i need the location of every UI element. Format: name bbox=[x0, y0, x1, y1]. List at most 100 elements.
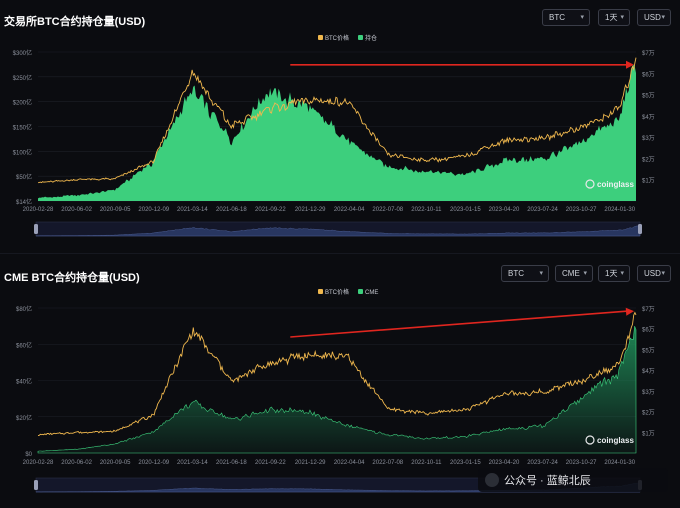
y-right-tick-label: $2万 bbox=[642, 410, 655, 417]
x-tick-label: 2022-10-11 bbox=[411, 207, 442, 213]
interval-select[interactable]: 1天 ▾ bbox=[598, 9, 630, 26]
legend-swatch bbox=[358, 35, 363, 40]
y-left-tick-label: $80亿 bbox=[16, 305, 32, 313]
y-right-tick-label: $7万 bbox=[642, 50, 655, 57]
x-tick-label: 2021-09-22 bbox=[255, 207, 286, 213]
legend-swatch bbox=[318, 35, 323, 40]
y-left-tick-label: $100亿 bbox=[13, 148, 32, 156]
x-tick-label: 2023-01-15 bbox=[450, 207, 481, 213]
x-tick-label: 2020-09-05 bbox=[100, 207, 131, 213]
legend-swatch bbox=[358, 289, 363, 294]
x-tick-label: 2021-12-29 bbox=[295, 460, 326, 466]
x-tick-label: 2021-06-18 bbox=[216, 460, 247, 466]
cme-oi-chart[interactable]: $0 $20亿 $40亿 $60亿 $80亿 $1万 $2万 $3万 $4万 $5万 $6万 $7万 2… bbox=[0, 256, 680, 508]
y-left-tick-label: $0 bbox=[25, 452, 32, 458]
y-right-tick-label: $6万 bbox=[642, 327, 655, 334]
chevron-down-icon: ▾ bbox=[539, 270, 543, 277]
y-right-tick-label: $2万 bbox=[642, 156, 655, 163]
currency-select[interactable]: USD ▾ bbox=[637, 9, 671, 26]
btc-price-line bbox=[37, 57, 637, 184]
x-tick-label: 2020-02-28 bbox=[23, 207, 54, 213]
x-tick-label: 2023-10-27 bbox=[566, 207, 597, 213]
y-right-tick-label: $4万 bbox=[642, 368, 655, 375]
wechat-icon bbox=[485, 473, 499, 487]
y-left-tick-label: $40亿 bbox=[16, 378, 32, 386]
x-tick-label: 2022-10-11 bbox=[411, 460, 442, 466]
chevron-down-icon: ▾ bbox=[620, 14, 624, 21]
watermark-text: coinglass bbox=[597, 436, 634, 445]
navigator-series bbox=[35, 225, 641, 237]
chevron-down-icon: ▾ bbox=[661, 14, 665, 21]
coin-select[interactable]: BTC ▾ bbox=[542, 9, 590, 26]
x-tick-label: 2024-01-30 bbox=[604, 460, 635, 466]
navigator-handle-left bbox=[34, 480, 38, 490]
trend-arrow-line bbox=[290, 310, 629, 338]
x-tick-label: 2021-12-29 bbox=[295, 207, 326, 213]
btc-price-line bbox=[37, 311, 637, 436]
y-left-tick-label: $150亿 bbox=[13, 124, 32, 132]
x-tick-label: 2021-09-22 bbox=[255, 460, 286, 466]
watermark-text: coinglass bbox=[597, 180, 634, 189]
x-tick-label: 2023-01-15 bbox=[450, 460, 481, 466]
coin-select[interactable]: BTC ▾ bbox=[501, 265, 549, 282]
coin-select-value: BTC bbox=[508, 269, 524, 278]
exchange-oi-panel: 交易所BTC合约持仓量(USD) BTC ▾ 1天 ▾ USD ▾ $14亿 $5… bbox=[0, 0, 680, 252]
footer-watermark-bg bbox=[478, 468, 668, 492]
exchange-select[interactable]: CME ▾ bbox=[555, 265, 593, 282]
oi-area bbox=[38, 64, 636, 201]
x-tick-label: 2020-09-05 bbox=[100, 460, 131, 466]
navigator-handle-left bbox=[34, 224, 38, 234]
legend-label: BTC价格 bbox=[325, 34, 349, 42]
x-tick-label: 2024-01-30 bbox=[604, 207, 635, 213]
currency-select-value: USD bbox=[644, 269, 661, 278]
y-left-tick-label: $200亿 bbox=[13, 99, 32, 107]
y-left-tick-label: $14亿 bbox=[16, 198, 32, 206]
x-tick-label: 2022-07-08 bbox=[372, 207, 403, 213]
oi-area bbox=[37, 325, 637, 454]
coinglass-logo-icon bbox=[585, 179, 595, 189]
x-tick-label: 2022-07-08 bbox=[372, 460, 403, 466]
cme-oi-panel: CME BTC合约持仓量(USD) BTC ▾ CME ▾ 1天 ▾ USD ▾… bbox=[0, 256, 680, 508]
y-right-tick-label: $3万 bbox=[642, 135, 655, 142]
footer-watermark-text: 公众号 · 蓝鲸北辰 bbox=[504, 473, 591, 487]
interval-select[interactable]: 1天 ▾ bbox=[598, 265, 630, 282]
y-right-tick-label: $4万 bbox=[642, 114, 655, 121]
y-right-tick-label: $1万 bbox=[642, 178, 655, 185]
x-tick-label: 2023-07-24 bbox=[527, 207, 558, 213]
x-tick-label: 2020-12-09 bbox=[138, 207, 169, 213]
x-tick-label: 2020-06-02 bbox=[61, 460, 92, 466]
exchange-oi-chart[interactable]: $14亿 $50亿 $100亿 $150亿 $200亿 $250亿 $300亿 $1万 $2万 $… bbox=[0, 0, 680, 252]
x-tick-label: 2021-03-14 bbox=[177, 207, 208, 213]
x-tick-label: 2021-06-18 bbox=[216, 207, 247, 213]
navigator-handle-right bbox=[638, 224, 642, 234]
panel-title: CME BTC合约持仓量(USD) bbox=[4, 272, 140, 284]
coin-select-value: BTC bbox=[549, 13, 565, 22]
y-right-tick-label: $7万 bbox=[642, 306, 655, 313]
trend-arrow-head bbox=[625, 307, 634, 316]
y-left-tick-label: $50亿 bbox=[16, 173, 32, 181]
trend-arrow-head bbox=[626, 60, 634, 69]
x-tick-label: 2023-04-20 bbox=[489, 460, 520, 466]
x-tick-label: 2023-10-27 bbox=[566, 460, 597, 466]
chevron-down-icon: ▾ bbox=[583, 270, 587, 277]
y-right-tick-label: $6万 bbox=[642, 71, 655, 78]
chevron-down-icon: ▾ bbox=[661, 270, 665, 277]
x-tick-label: 2022-04-04 bbox=[334, 207, 365, 213]
y-left-tick-label: $60亿 bbox=[16, 341, 32, 349]
y-right-tick-label: $5万 bbox=[642, 347, 655, 354]
currency-select[interactable]: USD ▾ bbox=[637, 265, 671, 282]
chevron-down-icon: ▾ bbox=[580, 14, 584, 21]
interval-select-value: 1天 bbox=[605, 13, 618, 22]
coinglass-logo-icon bbox=[585, 435, 595, 445]
y-left-tick-label: $20亿 bbox=[16, 414, 32, 422]
legend-swatch bbox=[318, 289, 323, 294]
y-left-tick-label: $250亿 bbox=[13, 74, 32, 82]
y-left-tick-label: $300亿 bbox=[13, 49, 32, 57]
legend-label: BTC价格 bbox=[325, 288, 349, 296]
y-right-tick-label: $1万 bbox=[642, 430, 655, 437]
x-tick-label: 2023-07-24 bbox=[527, 460, 558, 466]
x-tick-label: 2020-06-02 bbox=[61, 207, 92, 213]
chevron-down-icon: ▾ bbox=[620, 270, 624, 277]
x-tick-label: 2022-04-04 bbox=[334, 460, 365, 466]
legend-label: CME bbox=[365, 290, 378, 296]
